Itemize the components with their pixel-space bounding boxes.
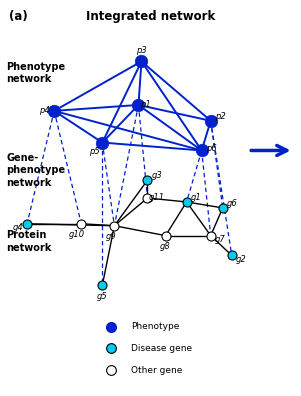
Text: Other gene: Other gene bbox=[131, 366, 182, 375]
Text: p1: p1 bbox=[140, 101, 151, 109]
Text: g9: g9 bbox=[106, 232, 117, 241]
Text: g3: g3 bbox=[152, 171, 163, 180]
Text: p3: p3 bbox=[136, 46, 147, 55]
Text: (a): (a) bbox=[9, 10, 28, 23]
Text: g5: g5 bbox=[97, 292, 108, 301]
Text: Phenotype: Phenotype bbox=[131, 322, 179, 331]
Text: g2: g2 bbox=[235, 255, 246, 264]
Text: Gene-
phenotype
network: Gene- phenotype network bbox=[6, 153, 65, 188]
Text: Protein
network: Protein network bbox=[6, 230, 51, 253]
Text: g1: g1 bbox=[191, 194, 202, 202]
Text: g11: g11 bbox=[149, 194, 165, 202]
Text: p4: p4 bbox=[39, 107, 50, 115]
Text: Integrated network: Integrated network bbox=[86, 10, 215, 23]
Text: g4: g4 bbox=[13, 223, 23, 232]
Text: p5: p5 bbox=[89, 147, 100, 156]
Text: g8: g8 bbox=[160, 242, 171, 251]
Text: g6: g6 bbox=[227, 200, 238, 208]
Text: Disease gene: Disease gene bbox=[131, 344, 192, 353]
Text: p2: p2 bbox=[215, 112, 226, 120]
Text: g10: g10 bbox=[69, 230, 85, 239]
Text: g7: g7 bbox=[215, 235, 226, 244]
Text: p6: p6 bbox=[206, 144, 217, 152]
Text: Phenotype
network: Phenotype network bbox=[6, 62, 65, 84]
